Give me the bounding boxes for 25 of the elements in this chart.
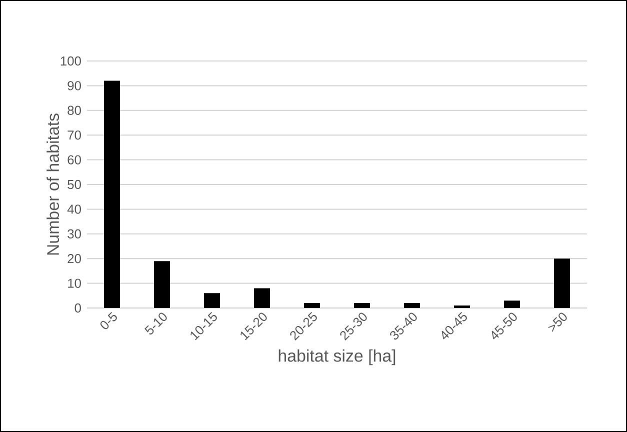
- x-axis-title: habitat size [ha]: [278, 349, 396, 366]
- y-tick-label: 70: [68, 130, 81, 140]
- x-tick-label: 5-10: [144, 312, 167, 335]
- y-tick-label: 10: [68, 278, 81, 288]
- y-tick-label: 90: [68, 81, 81, 90]
- bar: [354, 303, 370, 308]
- y-tick-label: 60: [68, 155, 81, 164]
- bar: [154, 261, 170, 308]
- y-axis-title: Number of habitats: [46, 114, 60, 255]
- y-tick-label: 100: [60, 56, 81, 66]
- bar: [104, 80, 120, 308]
- x-tick-label: >50: [548, 312, 567, 332]
- x-tick-label: 0-5: [100, 312, 117, 330]
- y-tick-label: 20: [68, 254, 81, 264]
- y-tick-label: 50: [68, 180, 81, 190]
- bar: [204, 293, 220, 308]
- bar: [554, 258, 570, 308]
- y-tick-label: 40: [67, 204, 81, 214]
- y-tick-label: 0: [74, 303, 81, 313]
- bar: [404, 303, 420, 308]
- bar: [304, 303, 320, 308]
- bar: [254, 288, 270, 308]
- y-tick-label: 80: [68, 106, 81, 115]
- bar: [504, 300, 520, 308]
- y-tick-label: 30: [68, 229, 81, 238]
